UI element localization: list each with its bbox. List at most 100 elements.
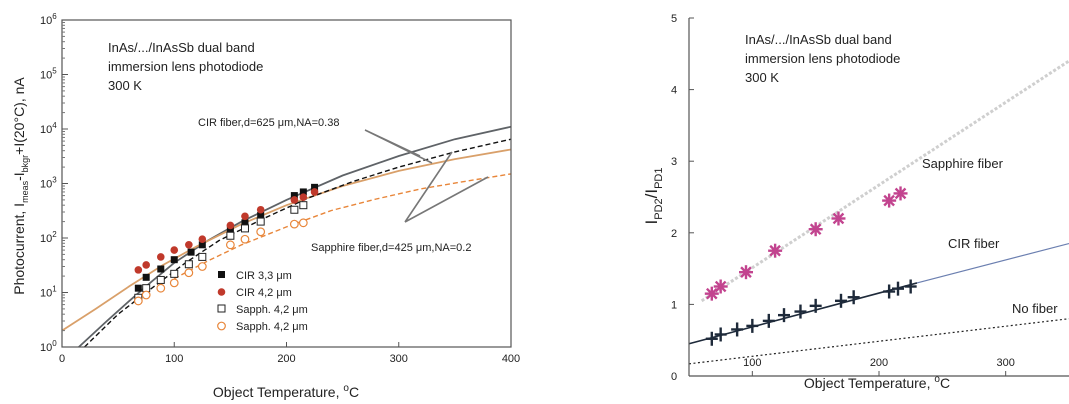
right-y-tick-label: 4 <box>671 85 677 97</box>
right-y-tick-label: 2 <box>671 228 677 240</box>
point-sapphire-asterisk <box>893 186 908 201</box>
point-cir-plus <box>847 290 860 305</box>
right-annotation-line-1: InAs/.../InAsSb dual band <box>745 32 892 47</box>
point-sapph-square <box>184 260 193 269</box>
left-x-tick-label: 200 <box>277 353 295 365</box>
point-sapph-circle <box>197 262 207 271</box>
point-sapphire-asterisk <box>768 243 783 258</box>
right-annotation: InAs/.../InAsSb dual band immersion lens… <box>745 32 900 85</box>
point-cir-3-3 <box>257 211 265 219</box>
left-y-tick-label: 104 <box>40 121 57 136</box>
legend-marker-cir42 <box>217 288 226 296</box>
legend-label-cir33: CIR 3,3 μm <box>236 270 292 282</box>
point-sapphire-asterisk <box>713 279 728 294</box>
point-cir-plus <box>746 318 759 333</box>
left-y-tick-label: 100 <box>40 339 57 354</box>
right-x-tick-label: 200 <box>870 357 888 369</box>
point-cir-4-2 <box>198 235 207 244</box>
left-x-axis: 0 100 200 300 400 <box>59 342 520 365</box>
left-y-tick-label: 105 <box>40 67 57 82</box>
point-cir-4-2 <box>299 193 308 202</box>
point-cir-3-3 <box>290 192 298 200</box>
left-x-tick-label: 400 <box>502 353 520 365</box>
point-cir-4-2 <box>241 212 249 221</box>
point-cir-plus <box>892 281 904 296</box>
left-x-tick-label: 300 <box>390 353 408 365</box>
point-sapph-square <box>156 275 165 284</box>
point-cir-4-2 <box>226 221 235 230</box>
point-sapph-circle <box>240 234 250 244</box>
left-legend: CIR 3,3 μm CIR 4,2 μm Sapph. 4,2 μm Sapp… <box>217 270 308 333</box>
point-cir-4-2 <box>310 188 319 196</box>
point-sapphire-asterisk <box>831 211 846 226</box>
left-x-tick-label: 100 <box>165 353 183 365</box>
point-cir-3-3 <box>198 241 206 249</box>
point-cir-4-2 <box>290 196 299 204</box>
right-label-sapphire: Sapphire fiber <box>922 156 1004 171</box>
point-cir-3-3 <box>241 219 249 227</box>
right-fit-line-cir <box>688 282 918 345</box>
point-cir-3-3 <box>311 183 319 191</box>
point-sapph-circle <box>184 268 194 278</box>
left-annotation-line-2: immersion lens photodiode <box>108 59 263 74</box>
asterisk-stroke <box>894 187 907 200</box>
left-y-tick-label: 106 <box>40 12 57 27</box>
right-fit-line-sapphire <box>700 59 1069 303</box>
left-y-tick-label: 101 <box>40 285 57 300</box>
point-cir-plus <box>904 279 917 294</box>
asterisk-stroke <box>809 223 822 236</box>
point-sapph-circle <box>141 290 151 300</box>
right-y-tick-label: 1 <box>671 299 677 311</box>
point-sapph-circle <box>289 219 299 229</box>
left-y-tick-label: 102 <box>40 230 57 245</box>
point-sapph-circle <box>156 283 166 293</box>
point-sapphire-asterisk <box>808 222 823 237</box>
legend-marker-cir33 <box>218 271 225 278</box>
left-callout-sapphire-arrows <box>404 151 489 223</box>
left-callout-cir-arrows <box>364 129 433 164</box>
point-sapph-square <box>170 269 179 278</box>
point-sapph-circle <box>133 296 143 306</box>
legend-marker-sapph-circle <box>217 321 226 331</box>
point-sapph-circle <box>256 227 266 237</box>
right-fit-lines <box>688 59 1069 365</box>
legend-label-cir42: CIR 4,2 μm <box>236 287 292 299</box>
point-cir-4-2 <box>185 241 193 249</box>
point-cir-plus <box>883 284 896 299</box>
point-cir-plus <box>809 298 822 313</box>
point-sapph-circle <box>169 278 179 288</box>
right-y-axis: 0 1 2 3 4 5 <box>671 13 694 383</box>
legend-marker-sapph-square <box>217 304 226 313</box>
point-cir-plus <box>835 293 847 308</box>
left-x-axis-label: Object Temperature, oC <box>213 383 359 400</box>
point-sapph-square <box>226 231 235 240</box>
point-cir-3-3 <box>170 256 178 264</box>
point-cir-4-2 <box>142 261 150 269</box>
point-cir-3-3 <box>142 273 150 281</box>
left-callout-sapphire: Sapphire fiber,d=425 μm,NA=0.2 <box>311 242 471 254</box>
point-cir-plus <box>778 308 790 323</box>
point-sapphire-asterisk <box>704 286 719 301</box>
right-label-cir: CIR fiber <box>948 236 1000 251</box>
point-cir-plus <box>705 331 718 346</box>
right-fit-line-no-fiber <box>688 318 1069 365</box>
asterisk-stroke <box>769 244 781 257</box>
left-annotation-line-3: 300 K <box>108 78 142 93</box>
point-cir-4-2 <box>134 266 143 274</box>
right-label-no-fiber: No fiber <box>1012 301 1058 316</box>
left-fit-curve-sapphire-dashed <box>173 173 512 280</box>
point-cir-plus <box>731 322 744 337</box>
point-cir-3-3 <box>187 248 195 256</box>
point-sapph-circle <box>298 218 308 228</box>
left-callout-cir: CIR fiber,d=625 μm,NA=0.38 <box>198 117 339 129</box>
left-x-tick-label: 0 <box>59 353 65 365</box>
point-cir-4-2 <box>170 246 179 254</box>
point-sapph-square <box>299 201 308 210</box>
asterisk-stroke <box>883 194 895 207</box>
right-x-tick-label: 100 <box>743 357 761 369</box>
point-cir-3-3 <box>299 188 307 196</box>
left-y-tick-label: 103 <box>40 176 57 191</box>
point-cir-4-2 <box>256 205 265 214</box>
